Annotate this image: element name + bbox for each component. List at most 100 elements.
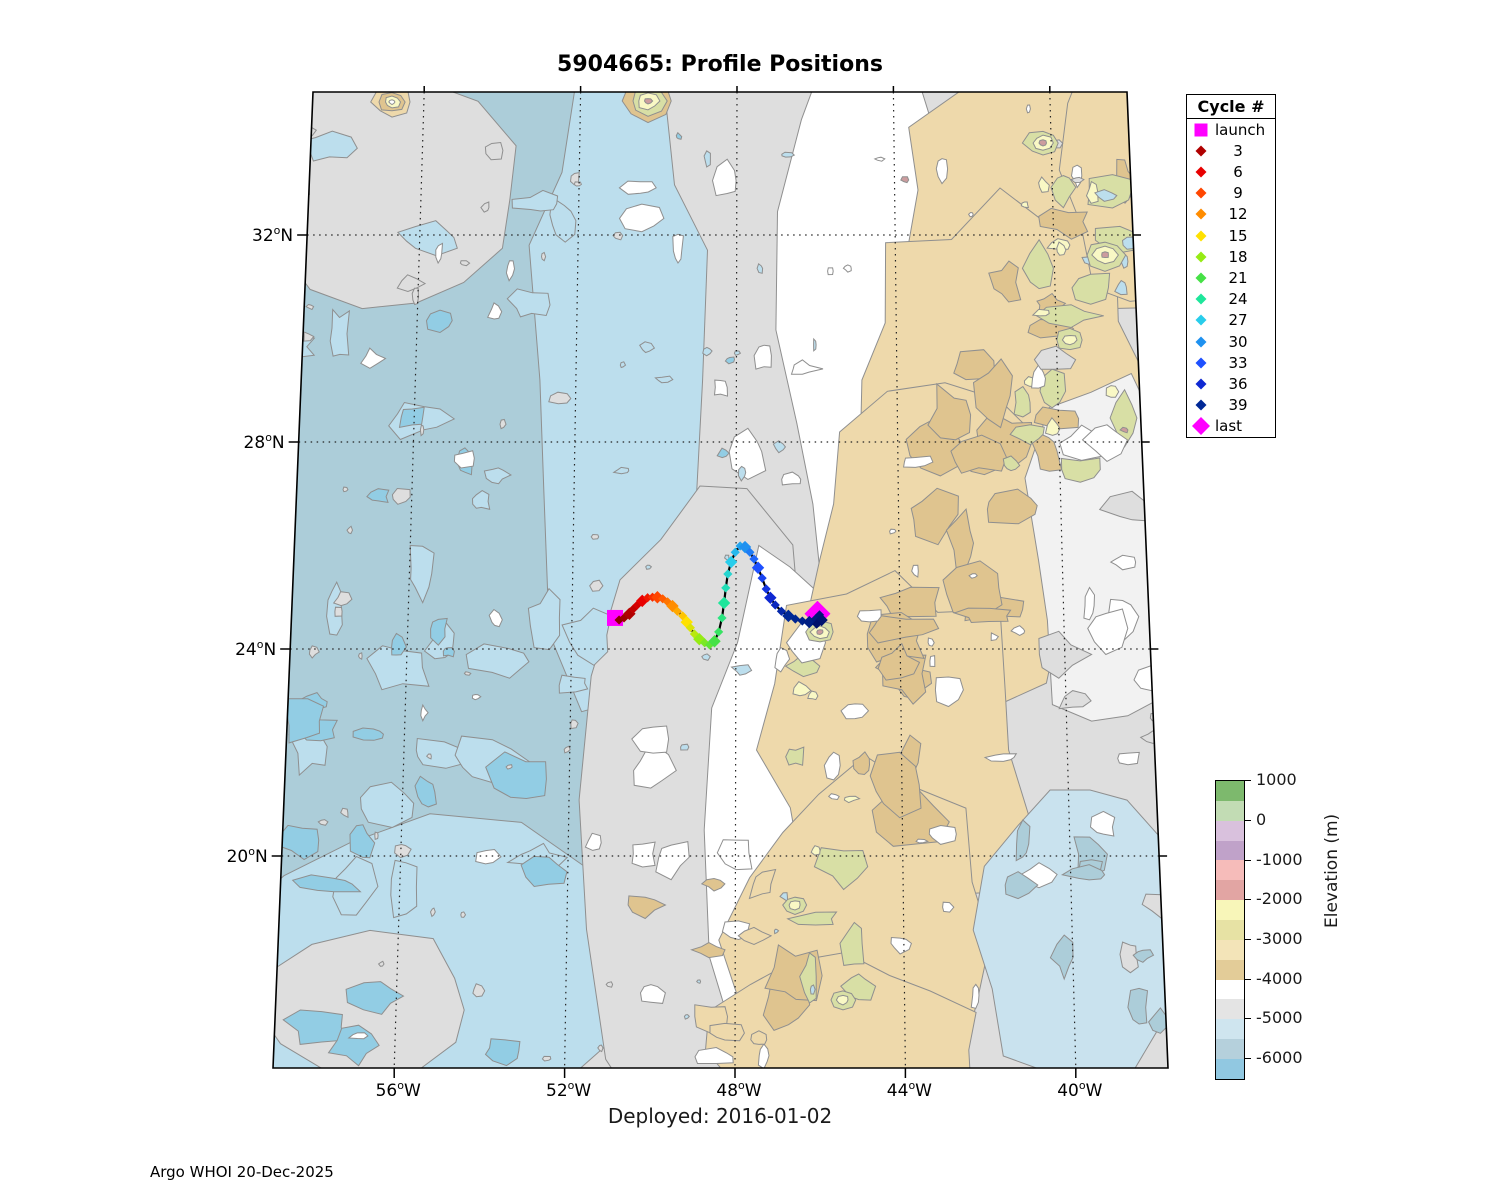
lat-tick-label-24N: 24oN (235, 638, 276, 660)
legend-label-24: 24 (1228, 290, 1248, 309)
cycle-marker-1 (614, 615, 624, 625)
colorbar-tick--5000 (1244, 1018, 1251, 1020)
lon-tick-label-48W: 48oW (716, 1079, 761, 1101)
colorbar-tick-label--3000: -3000 (1256, 928, 1303, 948)
contour-blob (1038, 139, 1048, 147)
colorbar-tick--6000 (1244, 1058, 1251, 1060)
contour-blob (786, 911, 838, 926)
contour-blob (541, 1055, 552, 1062)
legend-label-launch: launch (1215, 120, 1266, 139)
contour-blob (1038, 176, 1050, 193)
cycle-marker-25 (721, 583, 731, 593)
contour-blob (790, 359, 824, 375)
contour-blob (675, 131, 683, 140)
contour-blob (377, 960, 385, 967)
contour-blob (471, 490, 491, 510)
lon-gridline-56W (393, 91, 425, 1069)
contour-blob (1087, 608, 1129, 656)
cycle-marker-16 (685, 623, 695, 633)
cycle-marker-34 (757, 573, 767, 583)
contour-blob (573, 181, 583, 187)
contour-blob (713, 379, 729, 397)
cycle-legend: Cycle # launch 3 6 9 12 15 18 21 24 27 30 33 36 39 las… (1186, 94, 1276, 438)
float-trajectory (607, 540, 831, 650)
contour-blob (612, 466, 630, 475)
contour-blob (305, 303, 315, 311)
cycle-marker-3 (623, 607, 636, 621)
contour-blob (505, 260, 516, 282)
contour-blob (873, 156, 886, 162)
contour-blob (1033, 406, 1080, 430)
contour-blob (645, 564, 653, 570)
colorbar-tick-label-0: 0 (1256, 809, 1267, 829)
diamond-icon (1187, 268, 1215, 288)
contour-blob (308, 645, 320, 659)
diamond-icon (1187, 226, 1215, 246)
diamond-icon (1187, 332, 1215, 352)
contour-blob (772, 440, 787, 454)
contour-blob (1038, 207, 1089, 240)
lon-gridline-44W (892, 91, 906, 1069)
cycle-marker-19 (700, 638, 710, 648)
square-icon (1187, 120, 1215, 140)
deployed-caption: Deployed: 2016-01-02 (607, 1104, 833, 1128)
contour-blob (505, 764, 513, 770)
contour-blob (618, 203, 665, 233)
contour-blob (1002, 455, 1021, 472)
contour-blob (988, 260, 1022, 303)
contour-blob (1056, 241, 1067, 256)
legend-item-36: 36 (1187, 373, 1275, 394)
legend-label-27: 27 (1228, 311, 1248, 330)
legend-label-39: 39 (1228, 396, 1248, 415)
contour-blob (672, 233, 684, 264)
contour-blob (1050, 175, 1077, 209)
contour-blob (702, 346, 713, 357)
contour-blob (463, 671, 472, 676)
contour-blob (785, 746, 805, 766)
contour-blob (459, 260, 471, 267)
contour-blob (711, 158, 737, 197)
contour-blob (282, 1009, 345, 1045)
cycle-marker-36 (764, 591, 777, 604)
contour-blob (781, 471, 802, 486)
contour-blob (317, 819, 329, 826)
contour-blob (342, 486, 349, 493)
cycle-marker-22 (714, 627, 724, 637)
contour-blob (716, 839, 753, 871)
diamond-icon (1187, 247, 1215, 267)
cycle-marker-20 (704, 640, 715, 650)
contour-blob (1085, 180, 1099, 204)
contour-blob (813, 847, 869, 891)
contour-blob (345, 981, 405, 1015)
map-border (272, 91, 1169, 1069)
colorbar-tick-label--4000: -4000 (1256, 968, 1303, 988)
contour-blob (391, 632, 407, 656)
contour-blob (295, 130, 358, 162)
lat-tick-label-28N: 28oN (244, 431, 285, 453)
contour-blob (756, 262, 764, 274)
contour-blob (563, 745, 571, 754)
contour-blob (1071, 272, 1111, 305)
contour-blob (730, 664, 753, 676)
contour-blob (419, 424, 425, 437)
contour-blob (409, 544, 435, 604)
legend-label-33: 33 (1228, 353, 1248, 372)
legend-item-18: 18 (1187, 246, 1275, 267)
contour-blob (420, 703, 429, 722)
contour-blob (561, 607, 612, 666)
colorbar-segment-14 (1216, 1059, 1244, 1079)
contour-blob (781, 151, 796, 158)
contour-blob (724, 356, 736, 365)
contour-blob (334, 606, 343, 617)
cycle-marker-2 (619, 613, 629, 623)
contour-blob (394, 843, 412, 859)
cycle-marker-37 (770, 600, 780, 610)
legend-label-3: 3 (1233, 141, 1243, 160)
contour-blob (1127, 987, 1149, 1025)
contour-blob (1039, 368, 1067, 409)
contour-blob (654, 375, 674, 384)
contour-blob (391, 487, 411, 505)
contour-blob (1119, 941, 1139, 974)
contour-blob (527, 587, 561, 651)
contour-blob (1038, 630, 1093, 679)
